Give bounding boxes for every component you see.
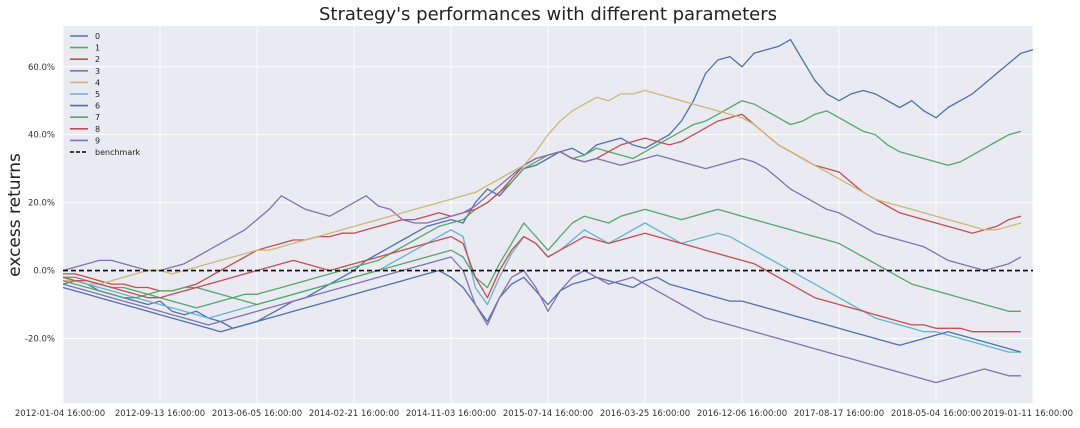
- legend-label-5: 5: [95, 90, 100, 99]
- x-tick-label: 2013-06-05 16:00:00: [212, 409, 302, 419]
- series-line-8: [62, 232, 1021, 333]
- x-tick-label: 2015-07-14 16:00:00: [503, 409, 593, 419]
- chart-title: Strategy's performances with different p…: [319, 4, 777, 25]
- legend-label-1: 1: [95, 44, 100, 53]
- legend-label-3: 3: [95, 67, 100, 76]
- y-tick-label: 60.0%: [28, 63, 55, 73]
- legend-label-2: 2: [95, 55, 100, 64]
- legend-label-0: 0: [95, 32, 100, 41]
- x-tick-label: 2014-11-03 16:00:00: [406, 409, 496, 419]
- series-line-4: [63, 89, 1022, 285]
- plot-area: -20.0% 0.0% 20.0% 40.0% 60.0% 2012-01-04 16:0…: [15, 26, 1073, 419]
- x-tick-label: 2012-09-13 16:00:00: [115, 409, 205, 419]
- y-tick-label: -20.0%: [25, 334, 55, 344]
- legend-label-6: 6: [95, 102, 100, 111]
- legend-label-8: 8: [95, 125, 100, 134]
- x-tick-label: 2019-01-11 16:00:00: [983, 409, 1073, 419]
- y-tick-label: 40.0%: [28, 131, 55, 141]
- x-tick-label: 2012-01-04 16:00:00: [15, 409, 105, 419]
- legend-label-benchmark: benchmark: [95, 148, 141, 157]
- legend-label-7: 7: [95, 113, 100, 122]
- legend-label-9: 9: [95, 136, 100, 145]
- legend-label-4: 4: [95, 78, 100, 87]
- x-tick-label: 2017-08-17 16:00:00: [794, 409, 884, 419]
- y-tick-label: 20.0%: [28, 199, 55, 209]
- series-line-3: [62, 151, 1022, 272]
- series-line-9: [62, 256, 1021, 384]
- y-tick-label: 0.0%: [33, 267, 55, 277]
- x-tick-label: 2016-12-06 16:00:00: [697, 409, 787, 419]
- x-tick-label: 2018-05-04 16:00:00: [891, 409, 981, 419]
- y-axis-label: excess returns: [5, 153, 25, 277]
- series-line-1: [63, 100, 1022, 309]
- series-line-7: [62, 208, 1021, 312]
- x-tick-label: 2016-03-25 16:00:00: [600, 409, 690, 419]
- legend: 0 1 2 3 4 5 6 7 8 9 benchmark: [70, 32, 141, 157]
- series-line-0: [62, 38, 1034, 329]
- series-line-6: [62, 269, 1022, 353]
- x-tick-label: 2014-02-21 16:00:00: [309, 409, 399, 419]
